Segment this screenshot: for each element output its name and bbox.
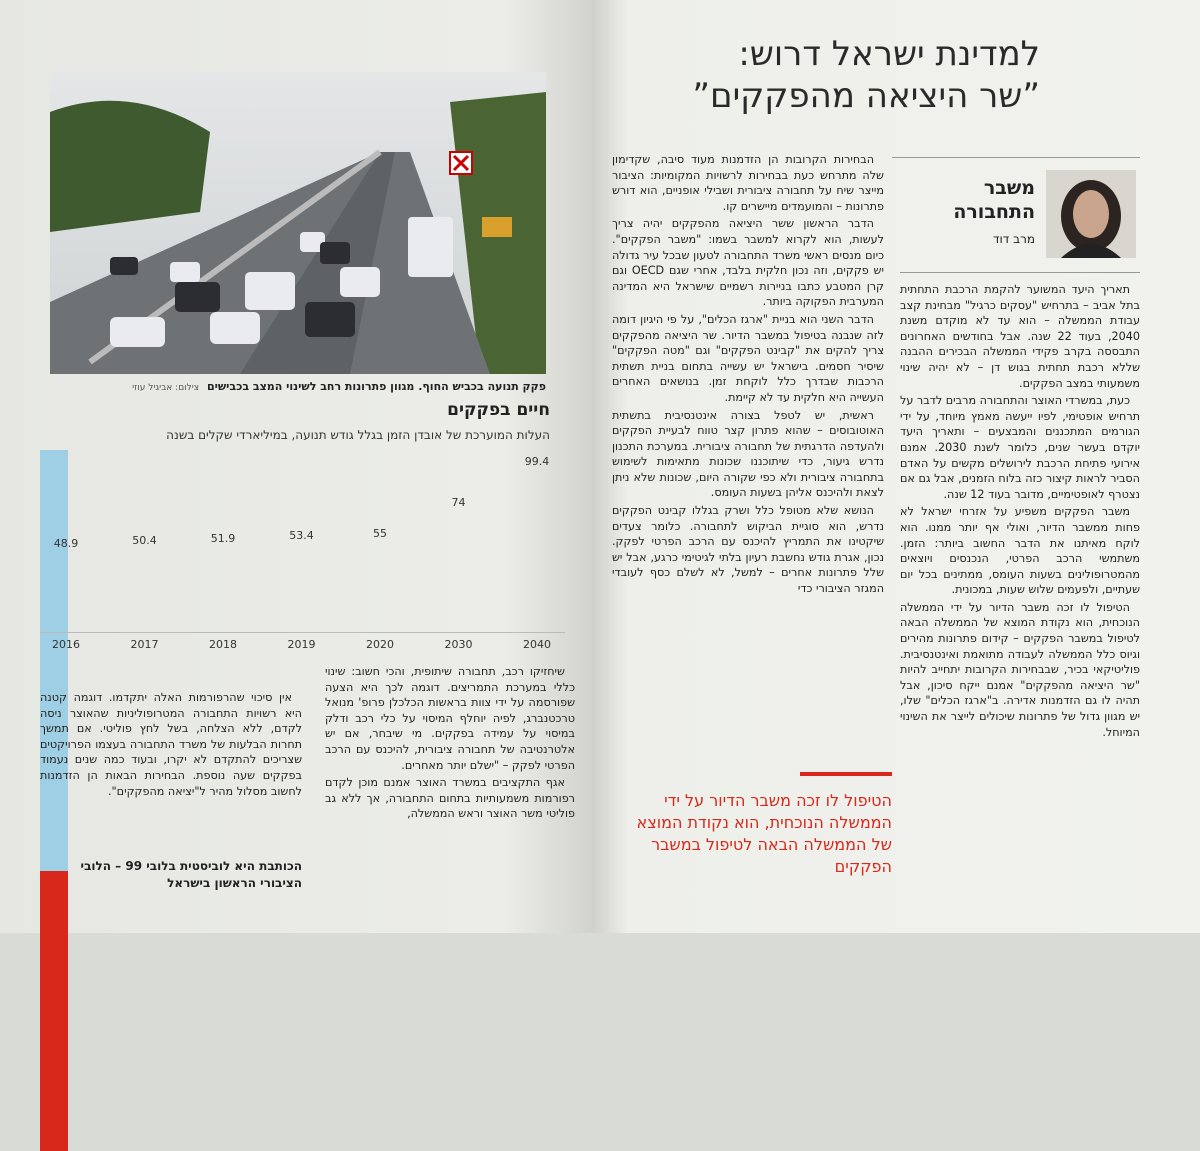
headline-line-1: למדינת ישראל דרוש: (738, 34, 1040, 74)
x-tick-label: 2018 (209, 638, 237, 651)
x-tick-label: 2017 (130, 638, 159, 651)
bar (40, 610, 68, 695)
baseline (40, 632, 565, 633)
section-label: משבר התחבורה (953, 177, 1035, 223)
value-label: 74 (451, 496, 466, 510)
paragraph: משבר הפקקים משפיע על אזרחי ישראל לא פחות… (900, 505, 1140, 597)
headline-line-2: ”שר היציאה מהפקקים” (692, 76, 1040, 116)
author: מרב דוד (992, 232, 1035, 246)
column-right: תאריך היעד המשוער להקמת הרכבת התחתית בתל… (900, 282, 1140, 742)
bar (40, 694, 68, 782)
bar-chart: 48.9 2016 50.4 2017 51.9 2018 53.4 2019 55 2020 74… (40, 450, 565, 1151)
x-tick-label: 2040 (523, 638, 551, 651)
chart-title: חיים בפקקים (447, 400, 550, 420)
column-left-a: שיחזיקו רכב, תחבורה שיתופית, והכי חשוב: … (325, 664, 575, 824)
bar (40, 450, 68, 530)
column-left-b: אין סיכוי שהרפורמות האלה יתקדמו. דוגמה ק… (40, 690, 302, 801)
quote-rule (800, 772, 892, 776)
value-label: 55 (373, 526, 387, 540)
value-label: 51.9 (210, 531, 236, 545)
paragraph: שיחזיקו רכב, תחבורה שיתופית, והכי חשוב: … (325, 665, 575, 772)
paragraph: הדבר הראשון ששר היציאה מהפקקים יהיה צריך… (612, 217, 884, 309)
pull-quote: הטיפול לו זכה משבר הדיור על ידי הממשלה ה… (636, 791, 892, 876)
paragraph: הבחירות הקרובות הן הזדמנות מעוד סיבה, שק… (612, 153, 884, 213)
x-tick-label: 2016 (52, 638, 80, 651)
paragraph: אין סיכוי שהרפורמות האלה יתקדמו. דוגמה ק… (40, 691, 302, 798)
caption-text: פקק תנועה בכביש החוף. מגוון פתרונות רחב … (206, 380, 546, 393)
value-label: 99.4 (524, 454, 550, 468)
paragraph: הדבר השני הוא בניית "ארגז הכלים", על פי … (612, 312, 884, 404)
bar (40, 990, 68, 1151)
paragraph: הטיפול לו זכה משבר הדיור על ידי הממשלה ה… (900, 600, 1140, 739)
paragraph: אגף התקציבים במשרד האוצר אמנם מוכן לקדם … (325, 776, 575, 821)
author-photo (1046, 170, 1136, 258)
x-tick-label: 2019 (287, 638, 316, 651)
paragraph: הנושא שלא מטופל כלל ושרק בגללו קבינט הפק… (612, 504, 884, 596)
paragraph: כעת, במשרדי האוצר והתחבורה מרבים לדבר על… (900, 394, 1140, 501)
chart-subtitle: העלות המוערכת של אובדן הזמן בגלל גודש תנ… (166, 428, 550, 442)
author-bio: הכותבת היא לוביסטית בלובי 99 – הלובי הצי… (80, 859, 302, 890)
photo-caption: פקק תנועה בכביש החוף. מגוון פתרונות רחב … (50, 380, 546, 393)
bar (40, 781, 68, 871)
photo-credit: צילום: אביגיל עוזי (132, 383, 200, 393)
x-tick-label: 2030 (444, 638, 473, 651)
value-label: 50.4 (132, 534, 157, 548)
right-page (592, 0, 1200, 933)
bar (40, 529, 68, 611)
paragraph: ראשית, יש לטפל בצורה אינטנסיבית בתשתית ה… (612, 408, 884, 500)
value-label: 48.9 (53, 536, 79, 550)
column-middle: הבחירות הקרובות הן הזדמנות מעוד סיבה, שק… (612, 152, 884, 599)
paragraph: תאריך היעד המשוער להקמת הרכבת התחתית בתל… (900, 283, 1141, 390)
traffic-photo (50, 72, 546, 374)
rule (900, 272, 1140, 273)
value-label: 53.4 (289, 529, 314, 543)
x-tick-label: 2020 (366, 638, 394, 651)
rule (892, 157, 1140, 158)
